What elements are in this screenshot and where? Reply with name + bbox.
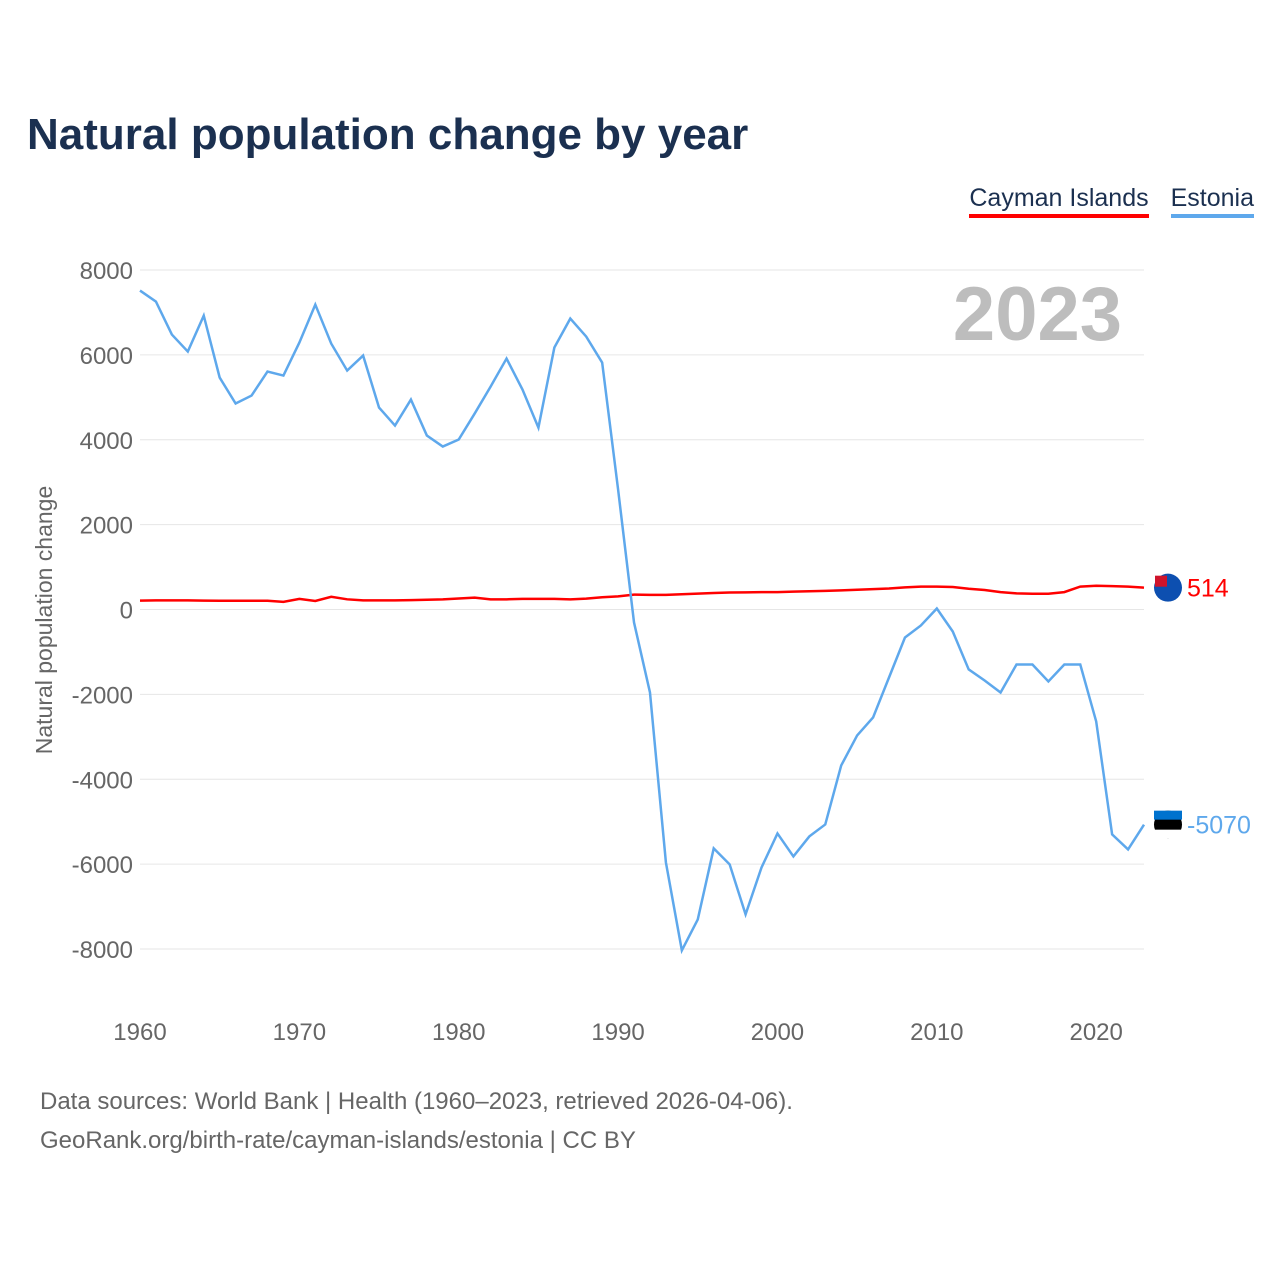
source-url[interactable]: GeoRank.org/birth-rate/cayman-islands/es… (40, 1127, 636, 1154)
year-watermark: 2023 (953, 272, 1122, 357)
x-tick-label: 1960 (113, 1019, 166, 1046)
y-tick-label: -8000 (72, 937, 133, 964)
legend-estonia[interactable]: Estonia (1170, 184, 1254, 218)
y-tick-label: 4000 (80, 428, 133, 455)
y-tick-label: 0 (120, 598, 133, 625)
y-tick-label: 8000 (80, 258, 133, 285)
legend-cayman-islands[interactable]: Cayman Islands (969, 184, 1149, 218)
estonia-flag-white (1154, 829, 1182, 839)
y-tick-label: -6000 (72, 852, 133, 879)
cayman-flag-union (1155, 575, 1167, 587)
x-tick-label: 1980 (432, 1019, 485, 1046)
series-line-estonia (139, 289, 1146, 955)
y-axis-label: Natural population change (31, 486, 57, 755)
legend: Cayman Islands Estonia (969, 184, 1254, 218)
y-tick-label: 6000 (80, 343, 133, 370)
end-value-label: 514 (1187, 575, 1229, 603)
x-tick-label: 1970 (273, 1019, 326, 1046)
y-tick-label: -4000 (72, 767, 133, 794)
y-tick-label: -2000 (72, 682, 133, 709)
x-tick-label: 2010 (910, 1019, 963, 1046)
x-tick-label: 1990 (591, 1019, 644, 1046)
source-line: Data sources: World Bank | Health (1960–… (40, 1088, 793, 1115)
x-tick-label: 2000 (751, 1019, 804, 1046)
estonia-flag-blue (1154, 810, 1182, 820)
x-tick-label: 2020 (1069, 1019, 1122, 1046)
series-line-cayman-islands (139, 584, 1145, 604)
y-tick-label: 2000 (80, 513, 133, 540)
chart-title: Natural population change by year (27, 110, 749, 159)
end-value-label: -5070 (1187, 812, 1251, 840)
